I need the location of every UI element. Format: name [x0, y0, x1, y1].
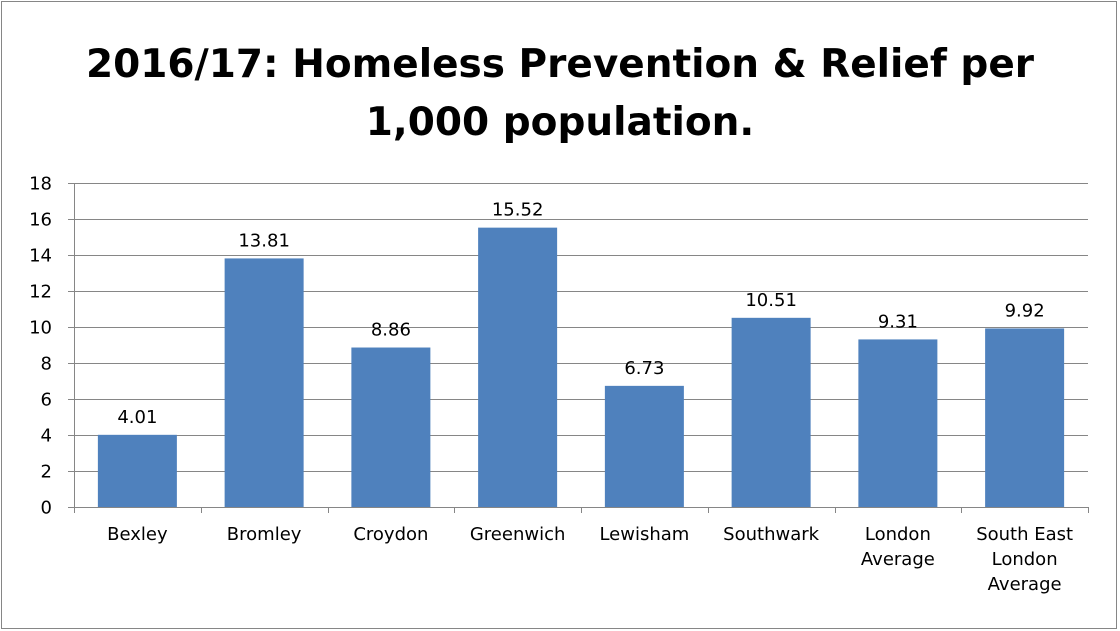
- category-label: Bexley: [107, 524, 168, 545]
- axes: [74, 183, 1089, 513]
- data-label: 15.52: [492, 200, 544, 221]
- category-label: South East London Average: [976, 524, 1073, 595]
- category-label-line: Greenwich: [470, 524, 566, 545]
- y-tick-label: 14: [29, 246, 52, 267]
- chart-title-line-1: 2016/17: Homeless Prevention & Relief pe…: [85, 42, 1035, 87]
- data-label: 8.86: [371, 320, 411, 341]
- data-label: 4.01: [117, 407, 157, 428]
- category-label-line: Average: [988, 574, 1062, 595]
- bars: [97, 227, 1065, 507]
- bar: [224, 258, 304, 507]
- bar: [351, 347, 431, 507]
- category-label-line: London: [992, 549, 1058, 570]
- data-label: 10.51: [745, 290, 797, 311]
- chart-title: 2016/17: Homeless Prevention & Relief pe…: [0, 36, 1120, 152]
- y-tick-label: 2: [41, 462, 52, 483]
- category-label: Greenwich: [470, 524, 566, 545]
- category-label-line: Southwark: [723, 524, 819, 545]
- y-tick-label: 4: [41, 426, 52, 447]
- data-label: 9.31: [878, 311, 918, 332]
- y-tick-label: 18: [29, 174, 52, 195]
- category-label-line: Lewisham: [599, 524, 689, 545]
- y-tick-label: 0: [41, 498, 52, 519]
- category-label-line: South East: [976, 524, 1073, 545]
- category-label: Lewisham: [599, 524, 689, 545]
- category-label: Bromley: [227, 524, 302, 545]
- category-label: Southwark: [723, 524, 819, 545]
- chart-title-line-2: 1,000 population.: [365, 100, 755, 145]
- data-label: 6.73: [624, 358, 664, 379]
- category-label-line: Bexley: [107, 524, 168, 545]
- category-label-line: Croydon: [353, 524, 428, 545]
- category-label: Croydon: [353, 524, 428, 545]
- y-tick-label: 12: [29, 282, 52, 303]
- data-label: 13.81: [238, 230, 290, 251]
- bar: [478, 227, 558, 507]
- category-label-line: Bromley: [227, 524, 302, 545]
- y-tick-label: 16: [29, 210, 52, 231]
- y-tick-label: 10: [29, 318, 52, 339]
- category-label-line: London: [865, 524, 931, 545]
- bar: [858, 339, 938, 507]
- bar: [731, 317, 811, 507]
- bar: [604, 385, 684, 507]
- y-tick-label: 6: [41, 390, 52, 411]
- category-label: London Average: [861, 524, 935, 570]
- data-label: 9.92: [1005, 300, 1045, 321]
- category-label-line: Average: [861, 549, 935, 570]
- labels: 0 2 4 6 8 10 12 14 16 18 4.01 Bexley 13.81 Bromley 8.8…: [29, 174, 1073, 596]
- bar: [985, 328, 1065, 507]
- bar: [97, 434, 177, 507]
- y-tick-label: 8: [41, 354, 52, 375]
